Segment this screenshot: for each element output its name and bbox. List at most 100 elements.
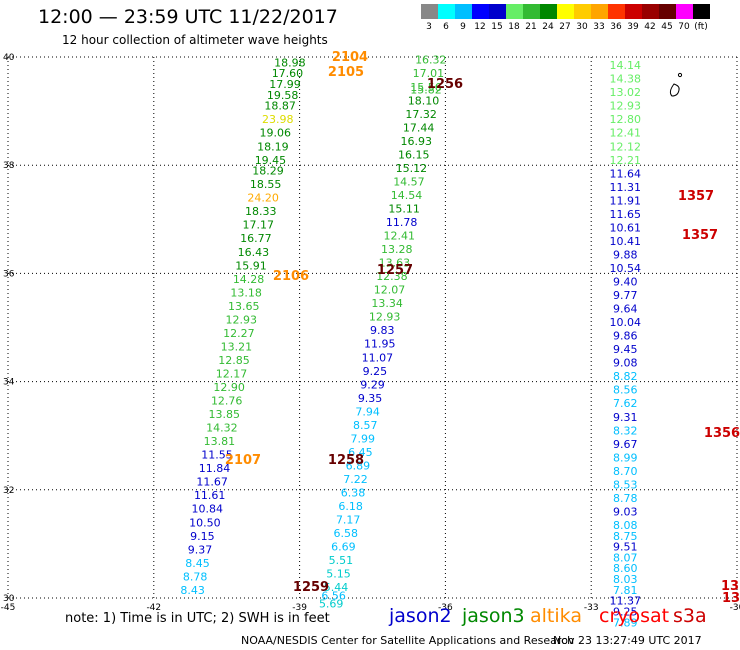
wave-height-value: 11.64 <box>609 167 641 180</box>
wave-height-value: 9.40 <box>613 276 638 289</box>
wave-height-value: 12.85 <box>218 354 250 367</box>
wave-height-value: 12.27 <box>223 327 255 340</box>
wave-height-value: 16.32 <box>415 54 447 67</box>
wave-height-value: 12.12 <box>609 140 641 153</box>
wave-height-value: 19.58 <box>267 89 299 102</box>
wave-height-value: 16.43 <box>238 246 270 259</box>
legend-swatch <box>591 4 608 19</box>
wave-height-value: 17.17 <box>243 219 275 232</box>
lat-tick-label: 30 <box>3 594 15 604</box>
wave-height-value: 11.67 <box>196 476 228 489</box>
legend-swatch <box>574 4 591 19</box>
wave-height-value: 6.69 <box>331 541 356 554</box>
legend-label: 15 <box>491 22 503 32</box>
lat-tick-label: 38 <box>3 161 15 171</box>
track-label: 13 <box>722 591 740 606</box>
wave-height-value: 6.58 <box>334 527 359 540</box>
wave-height-value: 9.35 <box>358 392 383 405</box>
legend-label: 3 <box>426 22 432 32</box>
wave-height-value: 13.34 <box>371 297 403 310</box>
legend-swatch <box>693 4 710 19</box>
wave-height-value: 16.93 <box>400 135 432 148</box>
wave-height-value: 8.70 <box>613 465 638 478</box>
wave-height-value: 18.19 <box>257 140 289 153</box>
wave-height-value: 8.60 <box>613 562 638 575</box>
wave-height-value: 9.29 <box>360 378 385 391</box>
wave-height-value: 9.45 <box>613 343 638 356</box>
wave-height-value: 14.38 <box>609 73 641 86</box>
wave-height-value: 9.83 <box>370 324 395 337</box>
wave-height-value: 15.12 <box>396 162 428 175</box>
wave-height-value: 9.08 <box>613 357 638 370</box>
wave-height-value: 10.41 <box>609 235 641 248</box>
wave-height-value: 5.51 <box>329 554 354 567</box>
wave-height-value: 19.06 <box>260 127 292 140</box>
legend-mission-s3a: s3a <box>673 605 707 627</box>
wave-height-value: 14.14 <box>609 59 641 72</box>
wave-height-value: 12.17 <box>216 367 248 380</box>
axis-tick-labels: -45 -42 -39 -36 -33 -30 40 38 36 34 32 30 <box>1 53 740 613</box>
wave-height-value: 17.99 <box>269 78 301 91</box>
wave-height-value: 11.91 <box>609 194 641 207</box>
wave-height-value: 5.69 <box>319 597 344 610</box>
lat-lon-grid <box>7 56 738 599</box>
wave-height-value: 17.44 <box>403 121 435 134</box>
wave-height-value: 5.15 <box>326 568 351 581</box>
wave-height-value: 12.80 <box>609 113 641 126</box>
wave-height-value: 12.76 <box>211 395 243 408</box>
legend-mission-jason3: jason3 <box>462 605 525 627</box>
legend-label: 70 <box>678 22 690 32</box>
wave-height-value: 14.28 <box>233 273 265 286</box>
lat-tick-label: 32 <box>3 486 14 496</box>
wave-height-value: 12.93 <box>226 313 258 326</box>
wave-height-value: 9.25 <box>613 606 638 619</box>
legend-label: 9 <box>460 22 466 32</box>
wave-height-value: 8.07 <box>613 551 638 564</box>
legend-label: 6 <box>443 22 449 32</box>
track-label: 1259 <box>293 580 329 595</box>
legend-mission-jason2: jason2 <box>389 605 452 627</box>
wave-height-value: 13.81 <box>204 435 236 448</box>
legend-swatch <box>438 4 455 19</box>
legend-label: 21 <box>525 22 537 32</box>
lon-tick-label: -39 <box>292 603 307 613</box>
wave-height-value: 18.33 <box>245 205 277 218</box>
wave-height-value: 9.37 <box>188 543 213 556</box>
wave-height-value: 12.93 <box>609 100 641 113</box>
legend-label: 45 <box>661 22 673 32</box>
wave-height-value: 17.60 <box>272 67 304 80</box>
lon-tick-label: -42 <box>146 603 161 613</box>
wave-height-value: 11.78 <box>386 216 418 229</box>
wave-height-value: 16.77 <box>240 232 272 245</box>
wave-height-value: 8.82 <box>613 370 638 383</box>
wave-height-value: 9.31 <box>613 411 638 424</box>
wave-height-value: 8.99 <box>613 451 638 464</box>
legend-label: 33 <box>593 22 605 32</box>
track-label: 13 <box>721 579 739 594</box>
legend-label: 36 <box>610 22 622 32</box>
wave-height-value: 9.86 <box>613 330 638 343</box>
wave-height-value: 9.15 <box>190 530 215 543</box>
wave-height-value: 6.56 <box>321 589 346 602</box>
wave-height-value: 7.62 <box>613 397 638 410</box>
wave-height-value: 13.65 <box>228 300 260 313</box>
wave-height-value: 6.18 <box>338 500 363 513</box>
wave-height-value: 15.82 <box>410 83 442 96</box>
track-label: 2104 <box>332 50 368 65</box>
wave-height-value: 12.07 <box>374 284 406 297</box>
wave-height-value: 14.57 <box>393 175 425 188</box>
wave-height-value: 8.08 <box>613 519 638 532</box>
wave-height-value: 18.98 <box>274 56 306 69</box>
wave-height-value: 10.50 <box>189 516 221 529</box>
legend-swatch <box>557 4 574 19</box>
wave-height-value: 8.32 <box>613 424 638 437</box>
page-title: 12:00 — 23:59 UTC 11/22/2017 <box>38 6 338 28</box>
legend-label: 42 <box>644 22 656 32</box>
lat-tick-label: 36 <box>3 269 15 279</box>
wave-height-value: 11.37 <box>609 595 641 608</box>
wave-height-value: 23.98 <box>262 113 294 126</box>
wave-height-value: 8.78 <box>183 570 208 583</box>
lat-tick-label: 40 <box>3 53 15 63</box>
track-label: 1356 <box>704 426 740 441</box>
wave-height-value: 17.32 <box>405 108 437 121</box>
